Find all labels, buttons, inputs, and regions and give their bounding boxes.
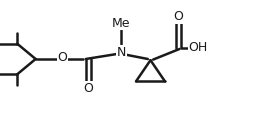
Text: O: O — [58, 51, 68, 64]
Text: Me: Me — [112, 17, 131, 30]
Text: N: N — [117, 46, 126, 59]
Text: OH: OH — [188, 41, 208, 54]
Text: O: O — [83, 82, 93, 95]
Text: O: O — [173, 10, 183, 23]
